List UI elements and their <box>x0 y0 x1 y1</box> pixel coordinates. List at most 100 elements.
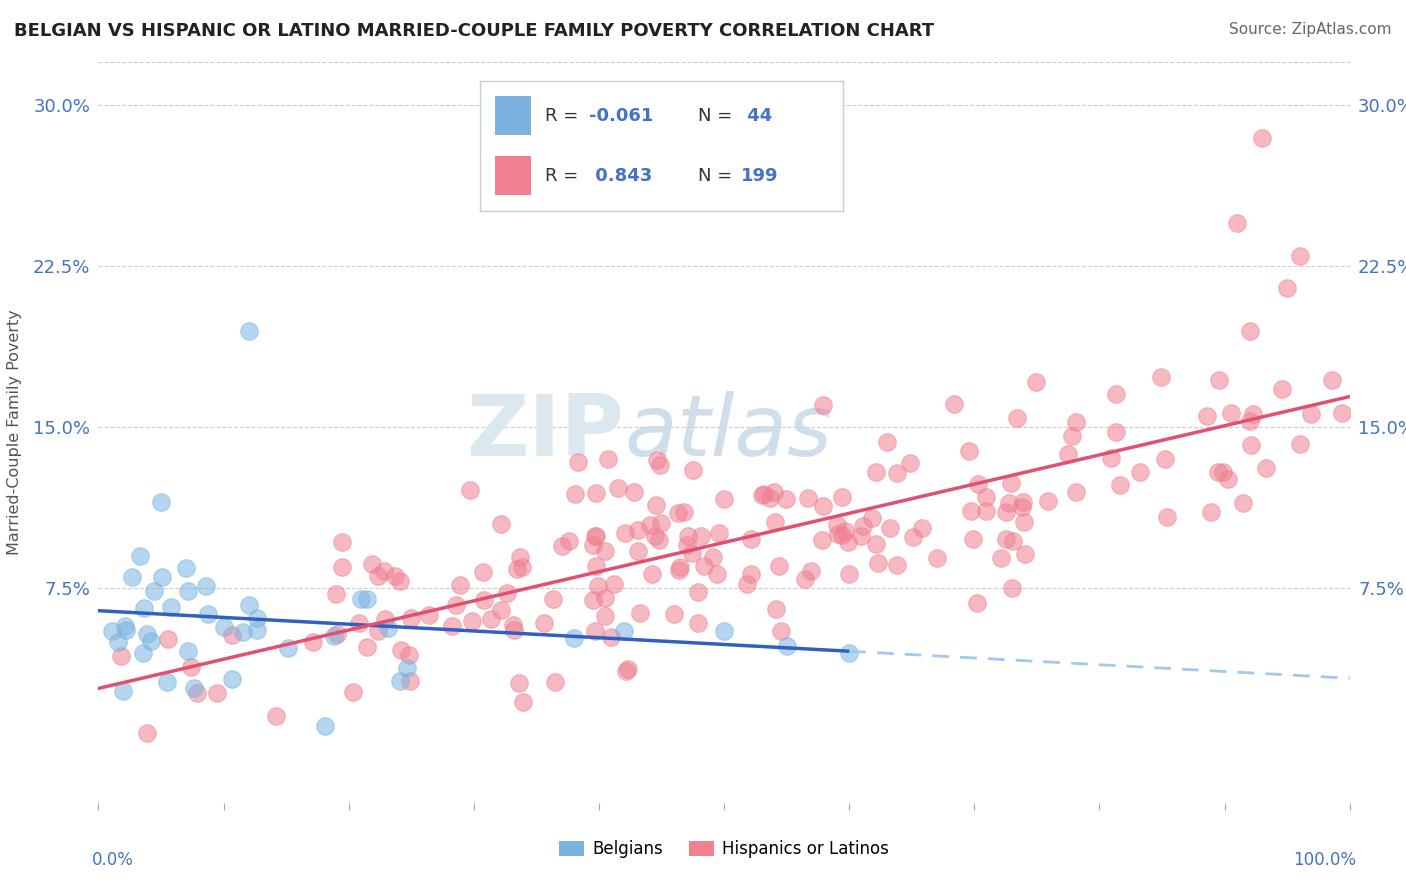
Point <box>373 564 395 578</box>
Point <box>768 559 790 574</box>
Point <box>866 556 889 570</box>
Point <box>1271 382 1294 396</box>
Legend: Belgians, Hispanics or Latinos: Belgians, Hispanics or Latinos <box>553 833 896 865</box>
Point <box>638 517 661 532</box>
Point <box>1330 406 1353 420</box>
Point <box>976 490 998 504</box>
Point <box>101 624 124 638</box>
Point <box>800 564 823 578</box>
Point <box>1219 406 1241 420</box>
Point <box>314 719 336 733</box>
Point <box>472 593 495 607</box>
Point <box>558 533 581 548</box>
Point <box>1208 373 1230 387</box>
Point <box>886 466 908 480</box>
Point <box>1012 494 1035 508</box>
Point <box>1277 281 1299 295</box>
Point <box>205 685 228 699</box>
Point <box>793 572 815 586</box>
Point <box>1001 581 1024 595</box>
Point <box>740 566 762 581</box>
Point <box>389 643 412 657</box>
Point <box>496 586 519 600</box>
Point <box>686 616 709 631</box>
Point <box>707 525 730 540</box>
Point <box>990 551 1012 566</box>
Point <box>927 551 949 566</box>
Point <box>1011 500 1033 515</box>
Point <box>142 584 165 599</box>
Point <box>957 444 980 458</box>
Point <box>1254 461 1277 475</box>
Point <box>763 485 786 500</box>
Point <box>356 591 378 606</box>
Point <box>238 324 260 338</box>
Point <box>129 549 152 563</box>
Point <box>1232 496 1254 510</box>
Point <box>330 560 353 574</box>
Point <box>686 584 709 599</box>
Point <box>180 660 202 674</box>
Point <box>374 612 396 626</box>
Point <box>838 566 860 581</box>
Point <box>1195 409 1218 424</box>
Point <box>1066 485 1088 500</box>
Point <box>645 453 668 467</box>
Point <box>593 609 616 624</box>
Point <box>886 558 908 573</box>
Point <box>1299 407 1322 421</box>
Point <box>195 579 218 593</box>
Point <box>648 533 671 547</box>
Point <box>1241 407 1264 421</box>
Point <box>851 529 873 543</box>
Point <box>479 612 502 626</box>
Point <box>533 615 555 630</box>
Point <box>541 592 564 607</box>
Point <box>136 626 159 640</box>
Point <box>689 529 711 543</box>
Point <box>758 491 780 506</box>
Point <box>1199 505 1222 519</box>
Text: ZIP: ZIP <box>467 391 624 475</box>
Point <box>107 635 129 649</box>
Point <box>693 559 716 574</box>
Point <box>350 591 373 606</box>
Point <box>763 515 786 529</box>
Point <box>627 544 650 558</box>
Point <box>900 456 922 470</box>
Point <box>1060 429 1083 443</box>
Point <box>544 675 567 690</box>
Point <box>136 725 159 739</box>
Point <box>650 516 672 530</box>
Point <box>399 611 422 625</box>
Point <box>838 646 860 660</box>
Point <box>613 624 636 639</box>
Point <box>156 632 179 646</box>
Point <box>585 559 607 574</box>
Point <box>1156 509 1178 524</box>
Point <box>1216 472 1239 486</box>
Point <box>1057 447 1080 461</box>
Point <box>613 526 636 541</box>
Point <box>959 503 981 517</box>
Point <box>623 484 645 499</box>
Point <box>360 557 382 571</box>
Point <box>1206 465 1229 479</box>
Point <box>564 487 586 501</box>
Point <box>962 532 984 546</box>
Text: BELGIAN VS HISPANIC OR LATINO MARRIED-COUPLE FAMILY POVERTY CORRELATION CHART: BELGIAN VS HISPANIC OR LATINO MARRIED-CO… <box>14 22 934 40</box>
Point <box>472 565 495 579</box>
Point <box>585 486 607 500</box>
Point <box>668 564 690 578</box>
Point <box>502 618 524 632</box>
Point <box>302 635 325 649</box>
Point <box>502 623 524 637</box>
Point <box>735 577 758 591</box>
Point <box>489 603 512 617</box>
Point <box>1129 465 1152 479</box>
Point <box>326 627 349 641</box>
Point <box>134 600 156 615</box>
Point <box>831 491 853 505</box>
Point <box>221 673 243 687</box>
Point <box>1212 465 1234 479</box>
